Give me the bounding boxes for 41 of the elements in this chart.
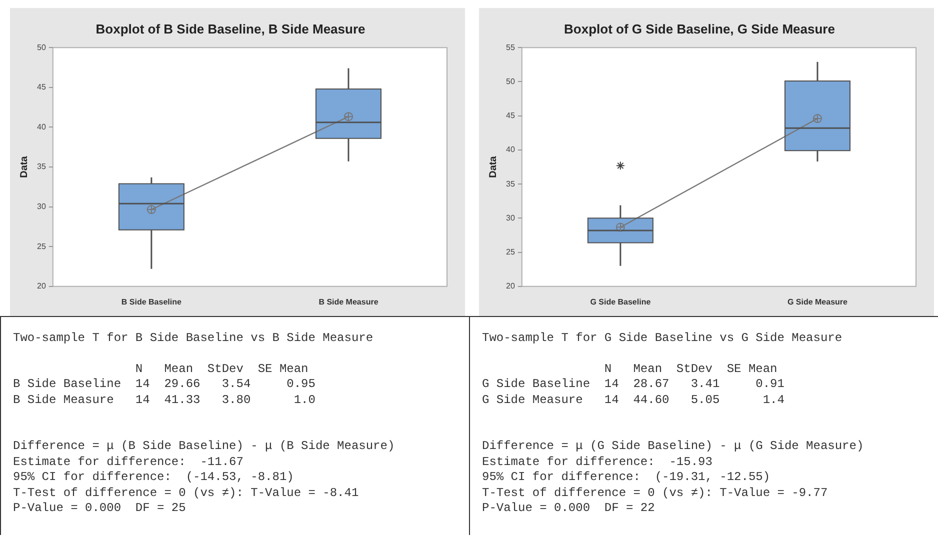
y-tick-label: 30 xyxy=(36,202,46,212)
text: P-Value = 0.000 DF = 25 xyxy=(13,501,187,516)
chart-title: Boxplot of B Side Baseline, B Side Measure xyxy=(96,21,366,36)
x-tick-label: G Side Measure xyxy=(787,297,848,306)
text: Difference = μ (G Side Baseline) - μ (G Side Measure) xyxy=(482,439,865,454)
y-tick-label: 50 xyxy=(36,42,46,52)
text: 95% CI for difference: (-14.53, -8.81) xyxy=(13,470,295,486)
y-tick-label: 25 xyxy=(506,247,516,256)
y-tick-label: 20 xyxy=(36,282,46,291)
text: N Mean StDev SE Mean xyxy=(603,362,778,377)
text: B Side Measure 14 41.33 3.80 1.0 xyxy=(13,392,316,408)
text: T-Test of difference = 0 (vs ≠): T-Value = -8.41 xyxy=(13,486,360,501)
y-tick-label: 30 xyxy=(506,213,516,222)
y-axis-title: Data xyxy=(18,156,30,178)
text: B Side Baseline 14 29.66 3.54 0.95 xyxy=(13,377,316,392)
y-tick-label: 35 xyxy=(506,179,516,188)
y-tick-label: 55 xyxy=(506,42,516,52)
text: Estimate for difference: -11.67 xyxy=(13,454,244,470)
text: P-Value = 0.000 DF = 22 xyxy=(482,501,656,516)
text: G Side Baseline 14 28.67 3.41 0.91 xyxy=(482,377,786,392)
text: Estimate for difference: -15.93 xyxy=(482,454,714,470)
text: Two-sample T for B Side Baseline vs B Side Measure xyxy=(13,331,374,346)
y-tick-label: 40 xyxy=(506,145,516,154)
text: G Side Measure 14 44.60 5.05 1.4 xyxy=(482,392,786,408)
x-tick-label: G Side Baseline xyxy=(590,297,652,306)
text: 95% CI for difference: (-19.31, -12.55) xyxy=(482,470,772,486)
text: N Mean StDev SE Mean xyxy=(134,362,310,377)
y-tick-label: 45 xyxy=(36,82,46,92)
y-tick-label: 35 xyxy=(36,162,46,172)
y-tick-label: 25 xyxy=(36,242,46,251)
text: Difference = μ (B Side Baseline) - μ (B Side Measure) xyxy=(13,439,396,454)
text: T-Test of difference = 0 (vs ≠): T-Value = -9.77 xyxy=(482,486,829,501)
y-tick-label: 40 xyxy=(36,122,46,132)
y-tick-label: 45 xyxy=(506,111,516,120)
y-tick-label: 50 xyxy=(506,76,516,86)
text: Two-sample T for G Side Baseline vs G Side Measure xyxy=(482,331,844,346)
x-tick-label: B Side Measure xyxy=(318,297,379,306)
chart-title: Boxplot of G Side Baseline, G Side Measure xyxy=(564,21,835,36)
y-tick-label: 20 xyxy=(506,282,516,291)
y-axis-title: Data xyxy=(488,156,499,178)
x-tick-label: B Side Baseline xyxy=(121,297,182,306)
